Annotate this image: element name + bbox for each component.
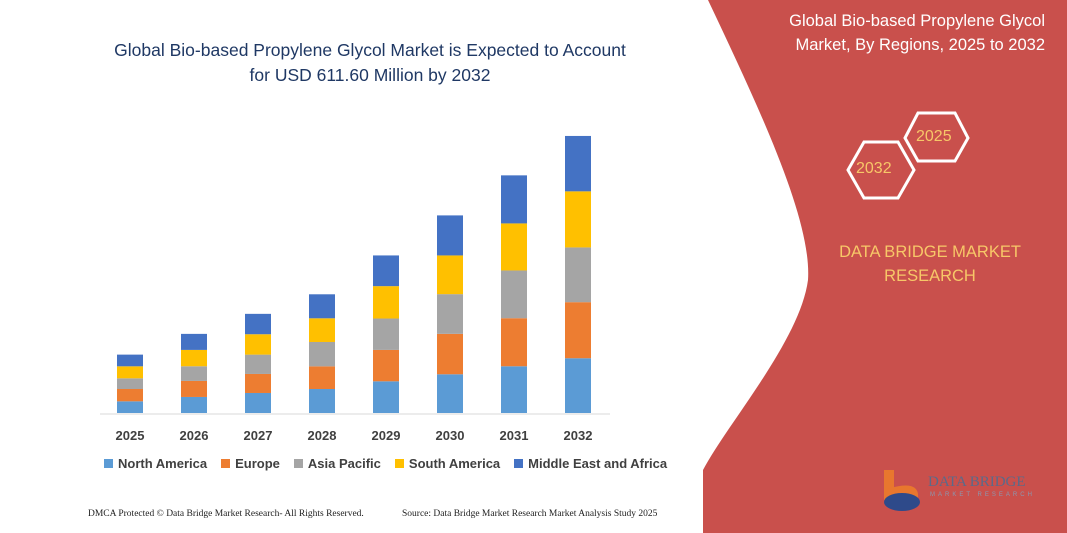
legend: North America Europe Asia Pacific South … <box>104 456 667 471</box>
x-tick-label: 2030 <box>436 428 465 443</box>
bars-group <box>117 135 591 413</box>
brand-text: DATA BRIDGE MARKET RESEARCH <box>839 243 1021 285</box>
legend-item: North America <box>104 456 207 471</box>
legend-label: Europe <box>235 456 280 471</box>
bar-segment-asia-pacific-2028 <box>309 341 335 367</box>
bar-segment-south-america-2031 <box>501 223 527 271</box>
legend-label: South America <box>408 456 501 471</box>
legend-swatch <box>394 459 404 468</box>
bar-segment-south-america-2029 <box>373 286 399 319</box>
bar-segment-south-america-2028 <box>309 318 335 342</box>
legend-label: Middle East and Africa <box>528 456 668 471</box>
bar-segment-middle-east-and-africa-2032 <box>565 135 591 192</box>
bar-segment-asia-pacific-2030 <box>437 294 463 334</box>
bar-segment-north-america-2025 <box>117 401 143 413</box>
legend-item: Asia Pacific <box>293 456 381 471</box>
bar-segment-asia-pacific-2026 <box>181 366 207 381</box>
legend-item: Europe <box>221 456 280 471</box>
bar-segment-europe-2027 <box>245 373 271 393</box>
x-tick-label: 2031 <box>500 428 529 443</box>
bar-segment-europe-2031 <box>501 318 527 367</box>
legend-swatch <box>514 459 524 468</box>
bar-segment-south-america-2026 <box>181 349 207 367</box>
bar-segment-europe-2029 <box>373 349 399 382</box>
bar-segment-middle-east-and-africa-2028 <box>309 294 335 319</box>
bar-segment-europe-2030 <box>437 333 463 375</box>
bar-segment-south-america-2025 <box>117 366 143 379</box>
bar-segment-north-america-2032 <box>565 358 591 413</box>
bar-segment-asia-pacific-2025 <box>117 378 143 389</box>
bar-segment-north-america-2031 <box>501 366 527 413</box>
hexagon-2025 <box>903 111 970 163</box>
bar-segment-europe-2026 <box>181 380 207 397</box>
bar-segment-north-america-2029 <box>373 381 399 413</box>
bar-segment-middle-east-and-africa-2031 <box>501 175 527 224</box>
bar-segment-south-america-2030 <box>437 255 463 295</box>
side-panel-title: Global Bio-based Propylene Glycol Market… <box>789 12 1045 54</box>
legend-label: Asia Pacific <box>307 456 381 471</box>
footer-copyright: DMCA Protected © Data Bridge Market Rese… <box>88 509 364 519</box>
bar-segment-north-america-2027 <box>245 392 271 413</box>
bar-segment-south-america-2027 <box>245 334 271 355</box>
legend-swatch <box>293 459 303 468</box>
legend-label: North America <box>118 456 208 471</box>
x-tick-label: 2027 <box>244 428 273 443</box>
bar-segment-asia-pacific-2029 <box>373 318 399 350</box>
x-tick-label: 2029 <box>372 428 401 443</box>
hexagon-2032 <box>846 140 916 200</box>
bar-segment-south-america-2032 <box>565 191 591 248</box>
logo-text: DATA BRIDGE <box>928 474 1026 490</box>
legend-item: South America <box>394 456 501 471</box>
bar-segment-middle-east-and-africa-2030 <box>437 215 463 256</box>
legend-swatch <box>221 459 231 468</box>
x-tick-label: 2032 <box>564 428 593 443</box>
bar-segment-europe-2028 <box>309 366 335 389</box>
bar-segment-middle-east-and-africa-2029 <box>373 255 399 287</box>
bar-segment-asia-pacific-2032 <box>565 247 591 303</box>
bar-segment-middle-east-and-africa-2027 <box>245 313 271 335</box>
bar-segment-north-america-2028 <box>309 388 335 413</box>
logo-mark <box>884 470 920 511</box>
chart-title: Global Bio-based Propylene Glycol Market… <box>114 40 626 85</box>
bar-segment-north-america-2026 <box>181 396 207 413</box>
bar-segment-europe-2025 <box>117 388 143 402</box>
hexagon-2025-label: 2025 <box>916 128 952 145</box>
x-tick-label: 2026 <box>180 428 209 443</box>
bar-segment-asia-pacific-2027 <box>245 354 271 374</box>
bar-segment-middle-east-and-africa-2026 <box>181 333 207 350</box>
logo-subtext: MARKET RESEARCH <box>930 492 1035 498</box>
bar-segment-europe-2032 <box>565 302 591 359</box>
bar-segment-asia-pacific-2031 <box>501 270 527 319</box>
bar-segment-north-america-2030 <box>437 374 463 413</box>
side-panel-background <box>703 0 1067 533</box>
legend-swatch <box>104 459 113 468</box>
footer-source: Source: Data Bridge Market Research Mark… <box>402 509 658 519</box>
legend-item: Middle East and Africa <box>514 456 667 471</box>
x-tick-labels: 2025 2026 2027 2028 2029 2030 2031 2032 <box>116 428 593 443</box>
bar-segment-middle-east-and-africa-2025 <box>117 354 143 367</box>
x-tick-label: 2028 <box>308 428 337 443</box>
hexagon-2032-label: 2032 <box>856 160 892 177</box>
x-tick-label: 2025 <box>116 428 145 443</box>
